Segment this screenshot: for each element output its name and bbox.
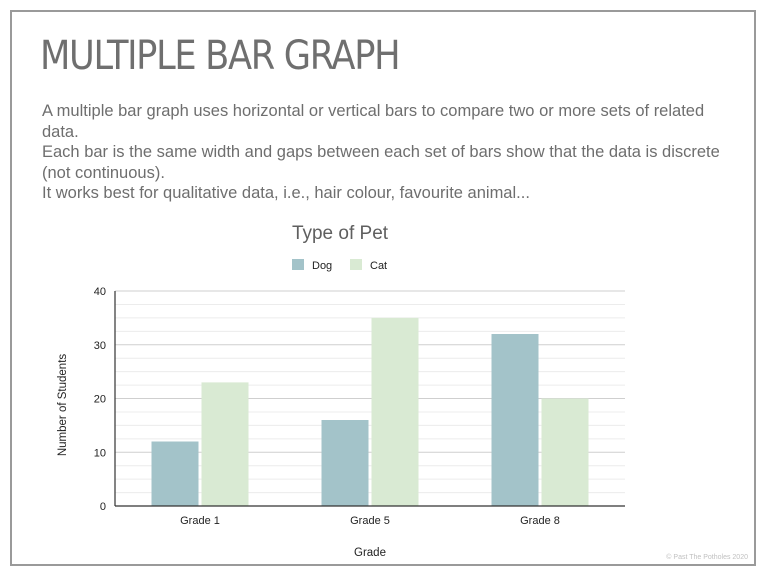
bar-cat-grade-5 xyxy=(371,317,419,506)
bar-cat-grade-1 xyxy=(201,382,249,506)
x-axis-title: Grade xyxy=(354,547,386,559)
legend-swatch-cat xyxy=(350,259,362,270)
y-tick-label: 20 xyxy=(94,394,106,406)
bar-dog-grade-1 xyxy=(151,441,199,506)
bars xyxy=(151,317,589,506)
x-tick-label: Grade 8 xyxy=(520,515,560,527)
description-line-3: It works best for qualitative data, i.e.… xyxy=(42,184,530,202)
copyright-notice: © Past The Potholes 2020 xyxy=(666,554,748,561)
y-tick-label: 30 xyxy=(94,340,106,352)
description: A multiple bar graph uses horizontal or … xyxy=(42,101,742,204)
description-line-1: A multiple bar graph uses horizontal or … xyxy=(42,102,705,141)
slide-title: MULTIPLE BAR GRAPH xyxy=(40,33,401,79)
y-tick-label: 0 xyxy=(100,501,106,513)
x-tick-label: Grade 1 xyxy=(180,515,220,527)
axes: 0 10 20 30 40 Grade 1 Grade 5 Grade 8 xyxy=(94,286,625,527)
bar-cat-grade-8 xyxy=(541,398,589,506)
grid-lines xyxy=(115,290,625,494)
chart-title: Type of Pet xyxy=(292,223,389,244)
y-tick-label: 40 xyxy=(94,286,106,298)
description-line-2: Each bar is the same width and gaps betw… xyxy=(42,143,720,182)
bar-dog-grade-8 xyxy=(491,334,539,506)
bar-dog-grade-5 xyxy=(321,420,369,506)
y-axis-title: Number of Students xyxy=(57,354,69,457)
y-tick-label: 10 xyxy=(94,447,106,459)
legend-swatch-dog xyxy=(292,259,304,270)
legend-label-cat: Cat xyxy=(370,260,387,272)
legend: Dog Cat xyxy=(292,259,387,272)
x-tick-label: Grade 5 xyxy=(350,515,390,527)
legend-label-dog: Dog xyxy=(312,260,332,272)
